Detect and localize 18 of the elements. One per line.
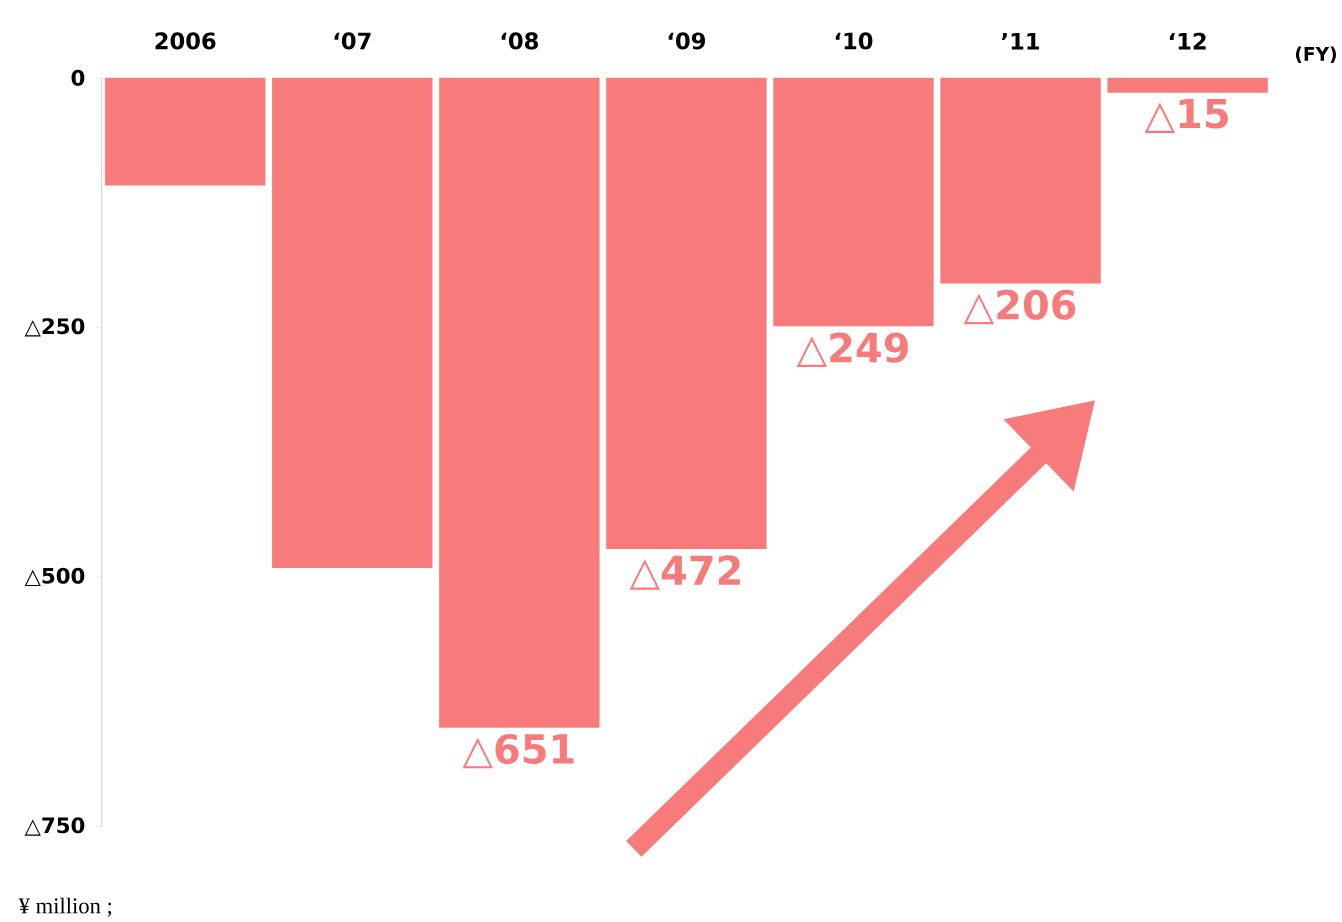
x-tick-label: 2006	[155, 32, 216, 50]
annotation: △249	[796, 332, 908, 367]
text: ¥ million ;	[18, 897, 112, 917]
y-tick-label: △750	[24, 817, 85, 836]
x-tick-label: ‘07	[334, 32, 371, 50]
x-tick-label: ‘08	[501, 32, 538, 50]
annotation: △15	[1144, 98, 1228, 133]
x-axis-title: (FY)	[1295, 46, 1336, 64]
x-tick-label: ‘09	[668, 32, 705, 50]
x-tick-label: ‘10	[835, 32, 873, 50]
y-tick-label: △500	[24, 567, 85, 587]
x-tick-label: ’11	[1001, 32, 1040, 50]
y-tick-label: △250	[24, 318, 85, 337]
annotation: △206	[963, 289, 1076, 325]
x-tick-label: ‘12	[1169, 32, 1206, 50]
annotation: △472	[629, 555, 740, 590]
annotation: △651	[462, 733, 574, 769]
y-tick-label: 0	[71, 69, 85, 86]
